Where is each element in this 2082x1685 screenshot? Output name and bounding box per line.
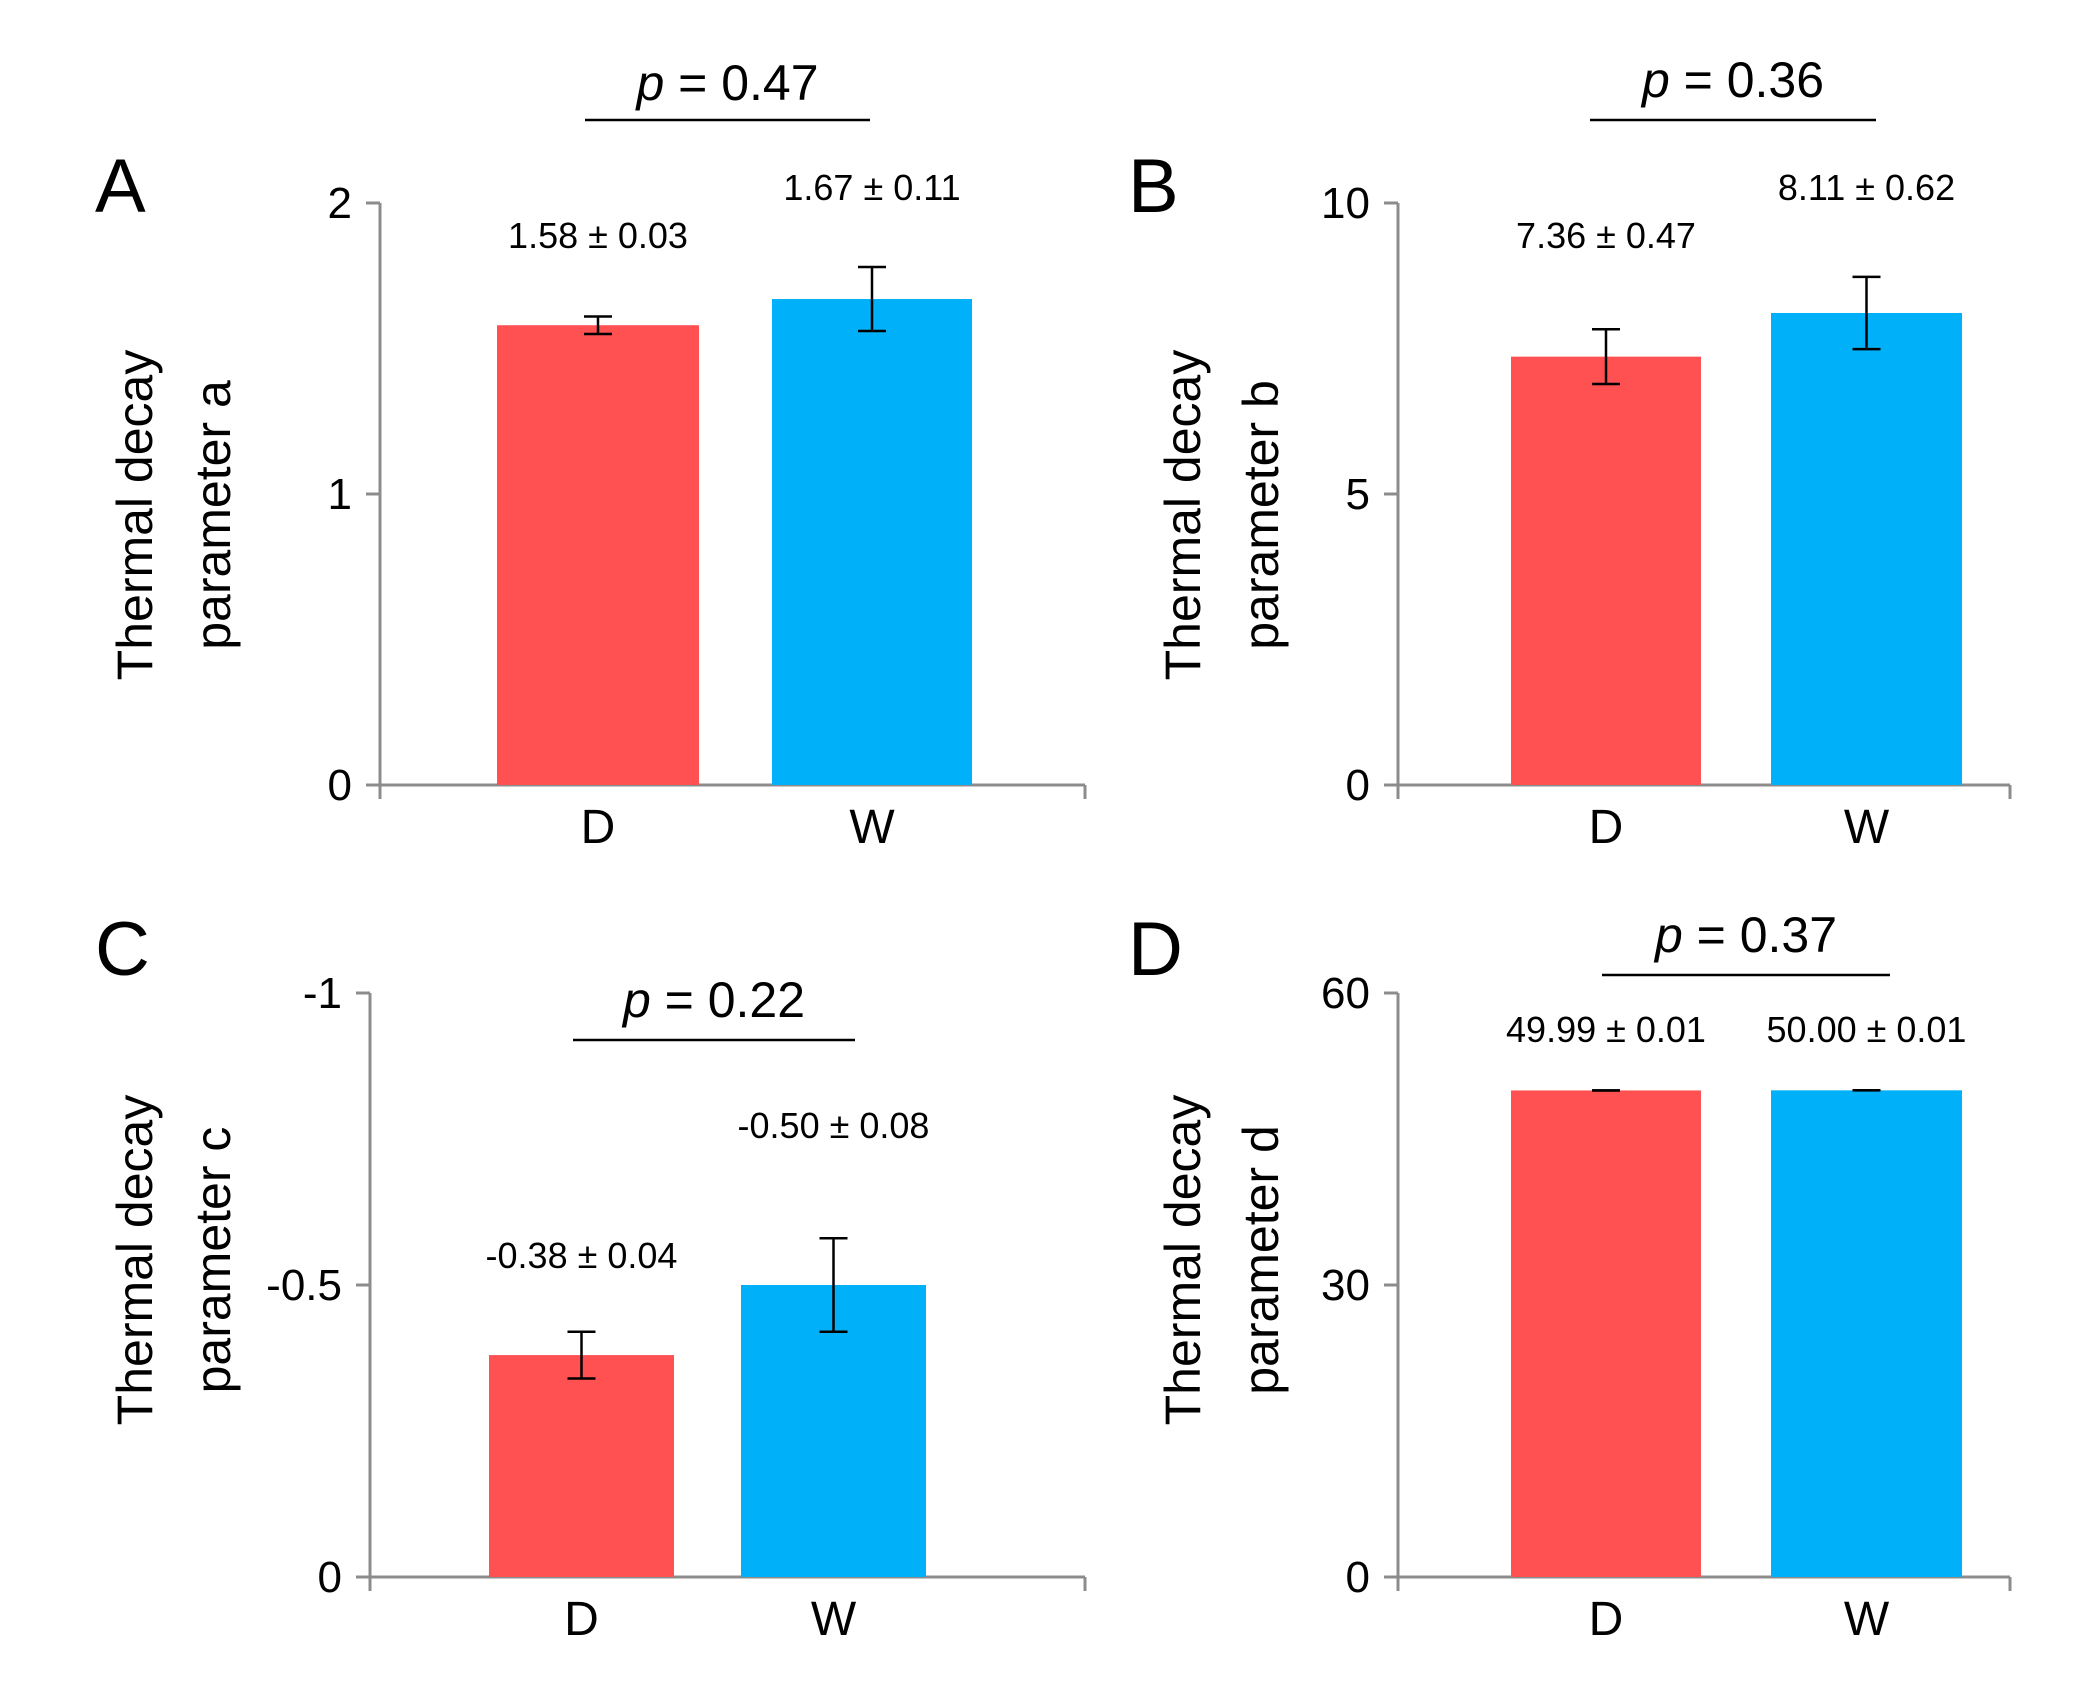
bar-d (1511, 1090, 1701, 1577)
p-symbol: p (1640, 52, 1670, 108)
p-symbol: p (1653, 907, 1683, 963)
value-label: 50.00 ± 0.01 (1767, 1009, 1967, 1050)
x-tick-label: D (581, 801, 616, 854)
x-tick-label: D (1589, 801, 1624, 854)
bar-d (489, 1355, 674, 1577)
y-tick-label: -1 (303, 969, 342, 1018)
y-tick-label: 0 (1346, 1553, 1370, 1602)
value-label: -0.50 ± 0.08 (738, 1105, 930, 1146)
value-label: 8.11 ± 0.62 (1778, 167, 1955, 208)
p-value: = 0.22 (651, 972, 805, 1028)
y-tick-label: 0 (318, 1553, 342, 1602)
panel-letter: C (95, 907, 150, 992)
y-tick-label: 2 (328, 179, 352, 228)
y-tick-label: 5 (1346, 470, 1370, 519)
panel-d: D 0 30 60 Thermal decay parameter d D 49.99 ± 0… (1128, 907, 2012, 1646)
y-tick-label: 0 (328, 761, 352, 810)
bar-d (1511, 356, 1701, 785)
y-axis-label: Thermal decay (1155, 350, 1211, 681)
x-tick-label: W (1844, 801, 1890, 854)
bar-w (741, 1285, 926, 1577)
p-symbol: p (634, 55, 664, 111)
y-axis-label: parameter d (1233, 1125, 1289, 1395)
x-tick-label: W (811, 1593, 857, 1646)
p-value-label: p = 0.36 (1640, 52, 1824, 108)
p-value-label: p = 0.22 (621, 972, 805, 1028)
bar-w (1771, 1090, 1962, 1577)
value-label: -0.38 ± 0.04 (486, 1235, 678, 1276)
panel-letter: A (95, 144, 146, 229)
y-axis-label: parameter a (185, 380, 241, 650)
p-value-label: p = 0.37 (1653, 907, 1837, 963)
y-axis-label: parameter b (1233, 380, 1289, 650)
y-tick-label: 60 (1321, 969, 1370, 1018)
x-tick-label: W (849, 801, 895, 854)
y-tick-label: -0.5 (266, 1261, 342, 1310)
y-tick-label: 1 (328, 470, 352, 519)
p-value: = 0.47 (664, 55, 818, 111)
p-value-label: p = 0.47 (634, 55, 818, 111)
bar-d (497, 325, 699, 785)
panel-letter: B (1128, 144, 1179, 229)
p-value: = 0.37 (1683, 907, 1837, 963)
y-axis-label: Thermal decay (1155, 1095, 1211, 1426)
panel-a: A 0 1 2 Thermal decay parameter a D 1.58 ± 0.03… (95, 55, 1087, 854)
x-tick-label: W (1844, 1593, 1890, 1646)
y-axis-label: Thermal decay (107, 1095, 163, 1426)
value-label: 1.58 ± 0.03 (508, 215, 688, 256)
value-label: 1.67 ± 0.11 (783, 167, 960, 208)
panel-letter: D (1128, 907, 1183, 992)
y-tick-label: 0 (1346, 761, 1370, 810)
bar-w (1771, 312, 1962, 785)
y-tick-label: 30 (1321, 1261, 1370, 1310)
panel-b: B 0 5 10 Thermal decay parameter b D 7.36 ± 0.4… (1128, 52, 2012, 854)
y-axis-label: parameter c (185, 1127, 241, 1394)
y-axis-label: Thermal decay (107, 350, 163, 681)
panel-c: C 0 -0.5 -1 Thermal decay parameter c D -0.38 ±… (95, 907, 1087, 1646)
bar-w (772, 299, 972, 785)
value-label: 7.36 ± 0.47 (1516, 215, 1696, 256)
y-tick-label: 10 (1321, 179, 1370, 228)
x-tick-label: D (1589, 1593, 1624, 1646)
p-symbol: p (621, 972, 651, 1028)
p-value: = 0.36 (1670, 52, 1824, 108)
value-label: 49.99 ± 0.01 (1506, 1009, 1706, 1050)
x-tick-label: D (564, 1593, 599, 1646)
